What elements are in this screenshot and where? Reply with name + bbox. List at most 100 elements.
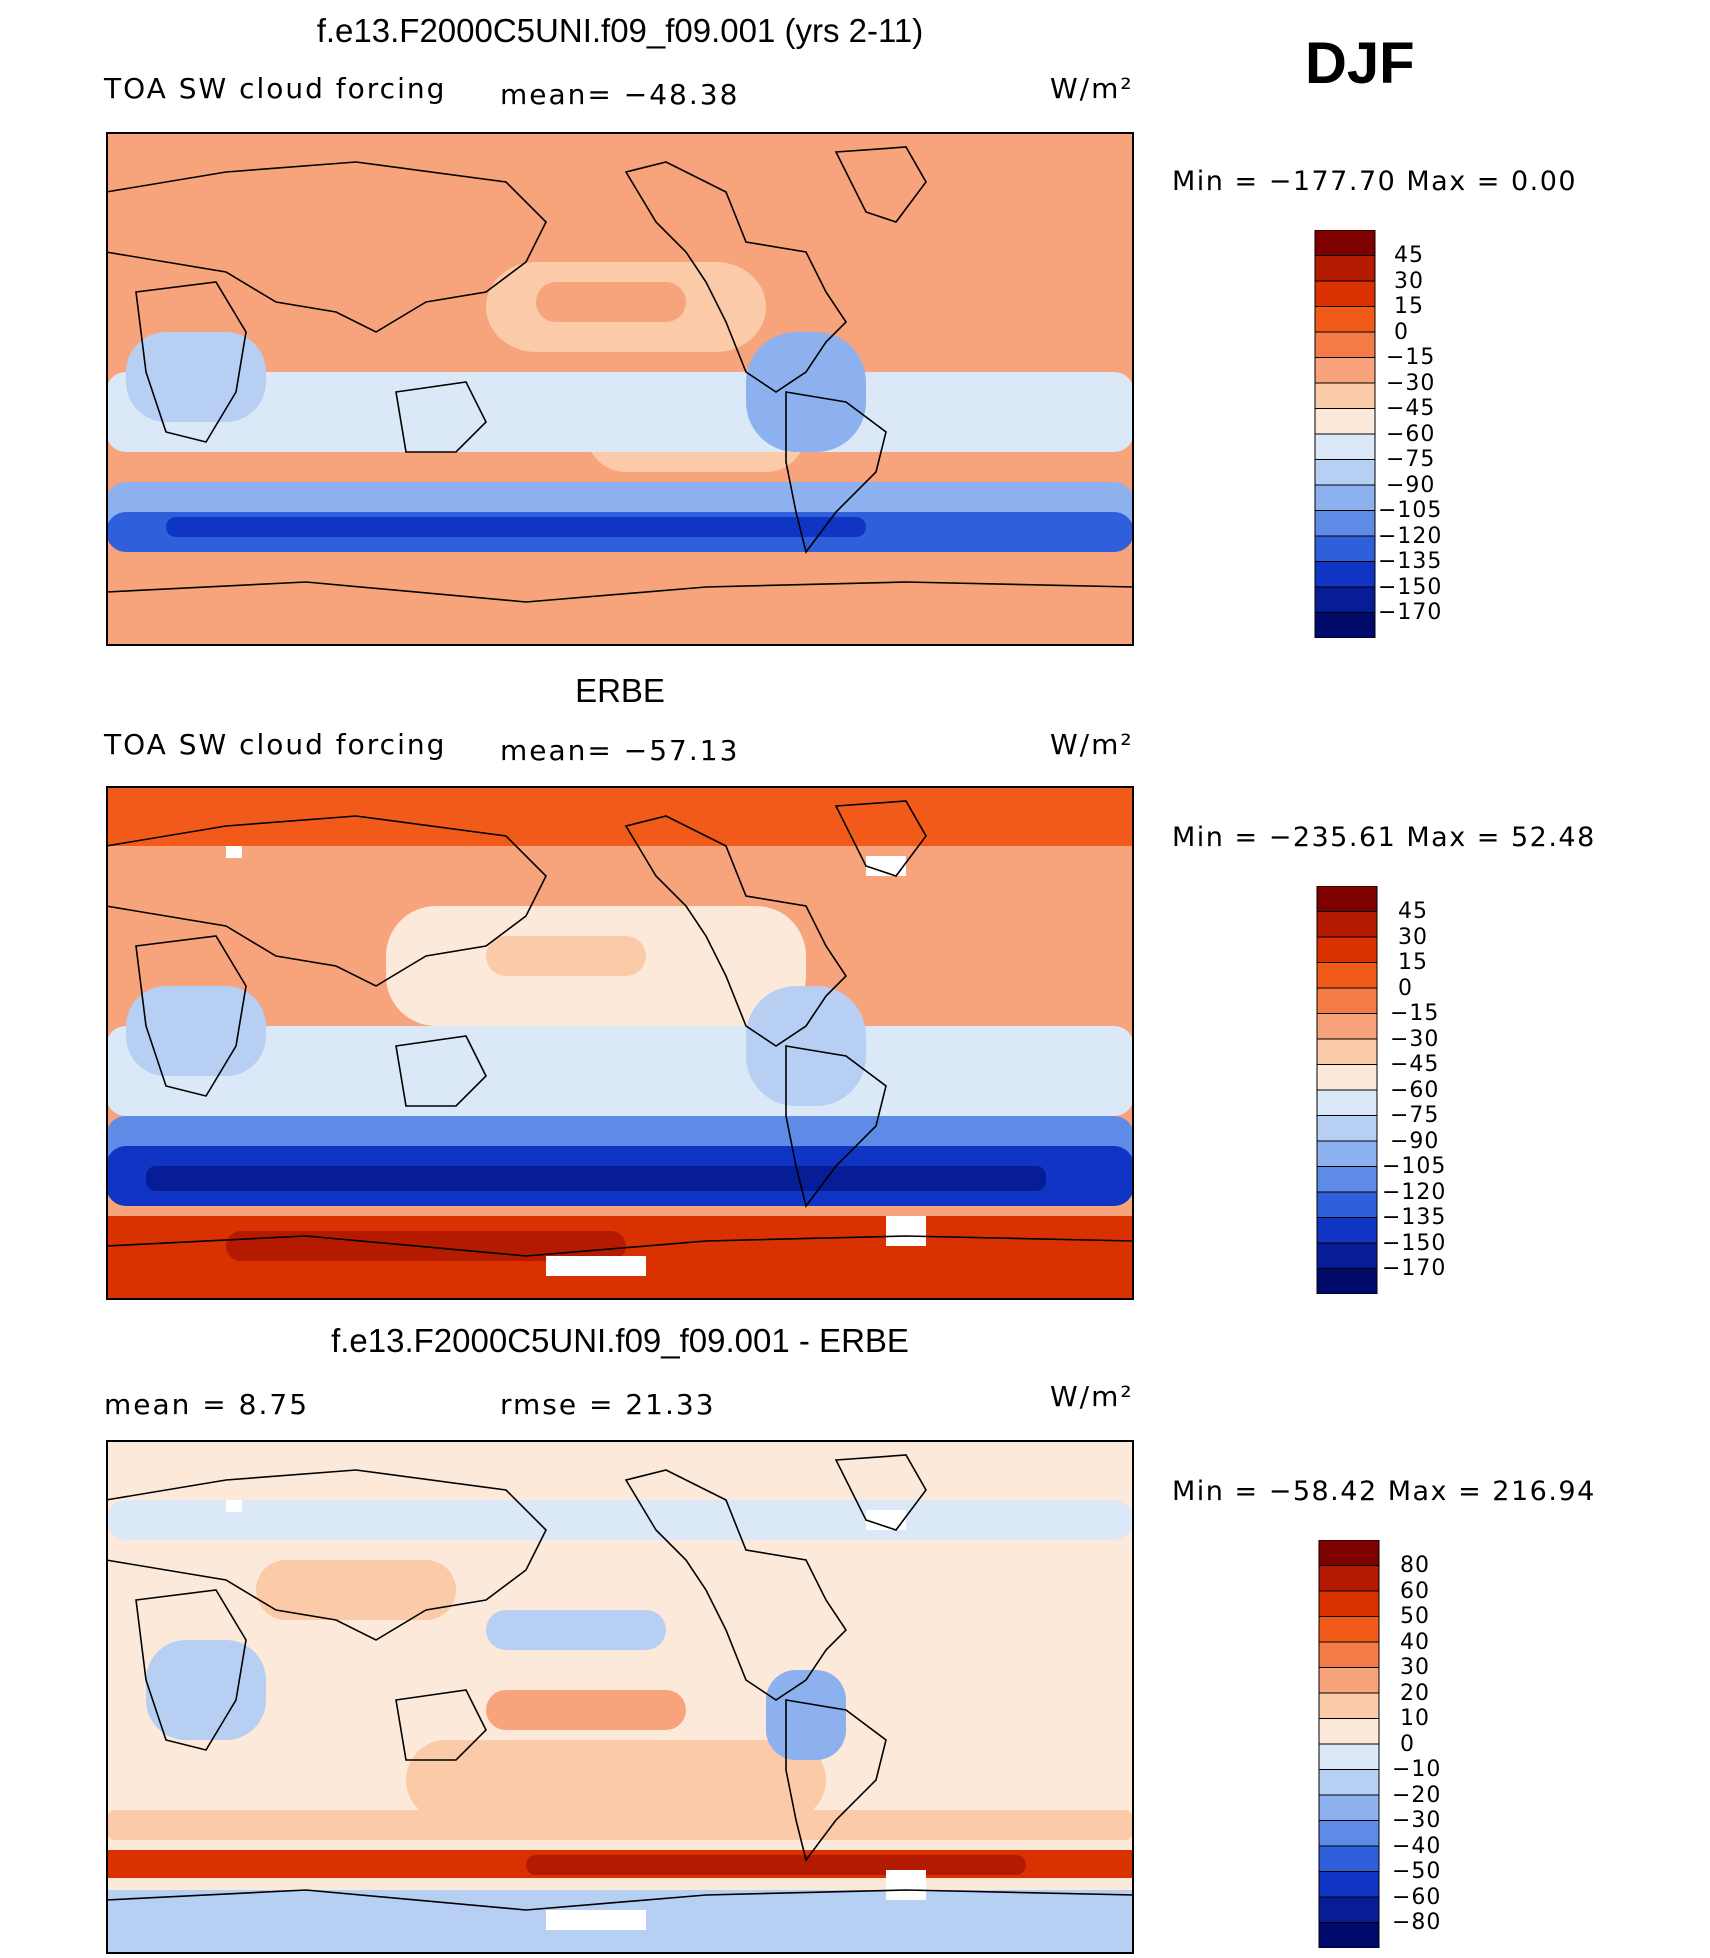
colorbar-swatch xyxy=(1318,1565,1380,1592)
colorbar-label: 0 xyxy=(1394,319,1409,345)
colorbar-swatch xyxy=(1318,1718,1380,1745)
colorbar-swatch xyxy=(1316,1268,1378,1294)
colorbar-label: −50 xyxy=(1392,1859,1442,1884)
field-region xyxy=(166,517,866,537)
colorbar-swatch xyxy=(1318,1820,1380,1847)
panel1-units: W/m² xyxy=(1050,72,1134,105)
colorbar-swatch xyxy=(1318,1871,1380,1898)
colorbar-label: −105 xyxy=(1382,1154,1447,1179)
coastline xyxy=(135,1589,247,1751)
colorbar-swatch xyxy=(1314,586,1376,613)
colorbar-swatch xyxy=(1316,1089,1378,1116)
colorbar-label: −20 xyxy=(1392,1782,1442,1808)
colorbar-label: 60 xyxy=(1400,1578,1430,1604)
colorbar-label: −105 xyxy=(1378,498,1443,523)
field-region xyxy=(746,986,866,1106)
colorbar-label: −30 xyxy=(1390,1026,1440,1052)
coastline xyxy=(624,815,848,1047)
coastline xyxy=(395,381,487,453)
field-region xyxy=(486,936,646,976)
colorbar-swatch xyxy=(1316,1013,1378,1040)
colorbar-swatch xyxy=(1318,1896,1380,1923)
colorbar-swatch xyxy=(1318,1922,1380,1948)
colorbar-swatch xyxy=(1316,936,1378,963)
colorbar-label: −75 xyxy=(1390,1103,1440,1128)
missing-data-region xyxy=(226,846,242,858)
panel1-mean: mean= −48.38 xyxy=(500,78,740,111)
field-region xyxy=(106,1026,1134,1116)
colorbar-label: 45 xyxy=(1398,899,1428,924)
colorbar-swatch xyxy=(1316,1038,1378,1065)
coastline xyxy=(135,281,247,443)
panel3-rmse: rmse = 21.33 xyxy=(500,1388,716,1421)
colorbar-swatch xyxy=(1316,1191,1378,1218)
missing-data-region xyxy=(226,1500,242,1512)
colorbar-label: −30 xyxy=(1386,370,1436,396)
colorbar-label: 30 xyxy=(1400,1655,1430,1680)
field-region xyxy=(486,1690,686,1730)
colorbar-label: −80 xyxy=(1392,1910,1442,1935)
colorbar-swatch xyxy=(1316,1115,1378,1142)
colorbar-label: −135 xyxy=(1382,1205,1447,1230)
panel2-colorbar xyxy=(1316,886,1378,1294)
missing-data-region xyxy=(866,1510,906,1530)
colorbar-label: −75 xyxy=(1386,447,1436,472)
colorbar-label: −45 xyxy=(1386,396,1436,421)
panel1-colorbar xyxy=(1314,230,1376,638)
missing-data-region xyxy=(546,1910,646,1930)
colorbar-label: −150 xyxy=(1378,574,1443,600)
coastline xyxy=(834,800,927,877)
colorbar-swatch xyxy=(1314,408,1376,435)
colorbar-swatch xyxy=(1314,382,1376,409)
coastline xyxy=(106,1469,547,1641)
coastline xyxy=(106,815,547,987)
panel1-title: f.e13.F2000C5UNI.f09_f09.001 (yrs 2-11) xyxy=(316,12,924,49)
colorbar-label: 15 xyxy=(1394,294,1424,319)
colorbar-swatch xyxy=(1314,306,1376,333)
field-region xyxy=(106,372,1134,452)
colorbar-swatch xyxy=(1314,230,1376,256)
coastline xyxy=(624,161,848,393)
colorbar-swatch xyxy=(1314,357,1376,384)
colorbar-swatch xyxy=(1316,1217,1378,1244)
colorbar-label: −40 xyxy=(1392,1833,1442,1859)
coastline xyxy=(785,391,887,554)
colorbar-label: −15 xyxy=(1386,345,1436,370)
field-region xyxy=(526,1855,1026,1875)
field-region xyxy=(256,1560,456,1620)
coastline xyxy=(834,1454,927,1531)
colorbar-label: 50 xyxy=(1400,1604,1430,1629)
field-region xyxy=(746,332,866,452)
coastline xyxy=(135,935,247,1097)
colorbar-label: 0 xyxy=(1398,975,1413,1001)
field-region xyxy=(106,562,1134,646)
field-region xyxy=(536,282,686,322)
colorbar-label: −120 xyxy=(1382,1179,1447,1205)
colorbar-swatch xyxy=(1318,1794,1380,1821)
panel3-colorbar xyxy=(1318,1540,1380,1948)
colorbar-swatch xyxy=(1316,886,1378,912)
field-region xyxy=(146,1640,266,1740)
colorbar-label: −90 xyxy=(1390,1128,1440,1154)
colorbar-swatch xyxy=(1318,1616,1380,1643)
field-region xyxy=(766,1670,846,1760)
colorbar-swatch xyxy=(1318,1769,1380,1796)
panel2-minmax: Min = −235.61 Max = 52.48 xyxy=(1172,822,1596,853)
colorbar-swatch xyxy=(1316,1166,1378,1193)
colorbar-swatch xyxy=(1314,612,1376,638)
colorbar-swatch xyxy=(1318,1667,1380,1694)
field-region xyxy=(106,786,1134,846)
colorbar-label: 0 xyxy=(1400,1731,1415,1757)
missing-data-region xyxy=(546,1256,646,1276)
field-region xyxy=(106,1810,1134,1840)
panel1-minmax: Min = −177.70 Max = 0.00 xyxy=(1172,166,1578,197)
panel2-variable: TOA SW cloud forcing xyxy=(104,728,447,761)
panel2-title: ERBE xyxy=(575,672,665,709)
season-label: DJF xyxy=(1305,31,1415,96)
colorbar-label: 20 xyxy=(1400,1680,1430,1706)
colorbar-swatch xyxy=(1318,1590,1380,1617)
colorbar-swatch xyxy=(1318,1692,1380,1719)
panel2-map xyxy=(106,786,1134,1300)
colorbar-swatch xyxy=(1314,331,1376,358)
colorbar-label: 15 xyxy=(1398,950,1428,975)
